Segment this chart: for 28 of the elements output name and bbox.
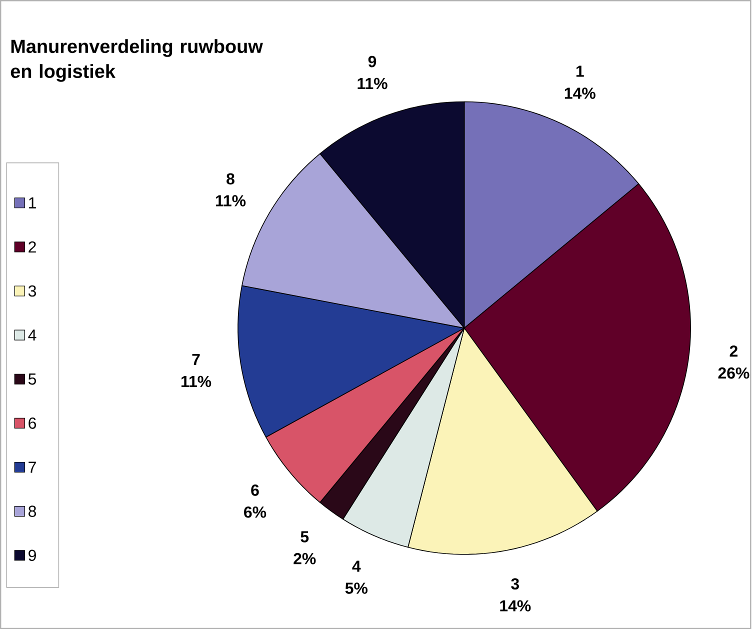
legend-label: 8 (28, 506, 36, 517)
legend-label: 7 (28, 462, 36, 473)
data-label: 5% (345, 582, 368, 594)
data-label: 14% (500, 600, 531, 612)
slice-label: 1 (576, 66, 584, 77)
legend-label: 4 (28, 330, 36, 341)
legend-label: 3 (28, 285, 36, 297)
legend-label: 2 (28, 241, 36, 252)
data-label: 2% (294, 553, 316, 564)
slice-label: 6 (251, 484, 259, 496)
data-label: 11% (358, 78, 388, 90)
data-label: 11% (216, 195, 246, 206)
data-label: 6% (244, 506, 266, 518)
chart-title: Manurenverdeling ruwbouw en logistiek (10, 39, 263, 82)
slice-label: 9 (368, 56, 376, 68)
slice-label: 7 (192, 354, 200, 365)
slice-label: 3 (511, 578, 520, 590)
slice-label: 2 (730, 345, 738, 357)
legend-label: 9 (28, 550, 36, 561)
legend-label: 6 (28, 418, 36, 429)
slice-label: 8 (226, 173, 234, 184)
data-label: 14% (564, 88, 596, 99)
data-label: 26% (718, 367, 750, 379)
slice-label: 4 (352, 560, 361, 572)
data-label: 11% (181, 376, 212, 388)
legend-label: 5 (28, 374, 36, 385)
slice-label: 5 (300, 531, 309, 542)
legend-label: 1 (29, 197, 36, 208)
